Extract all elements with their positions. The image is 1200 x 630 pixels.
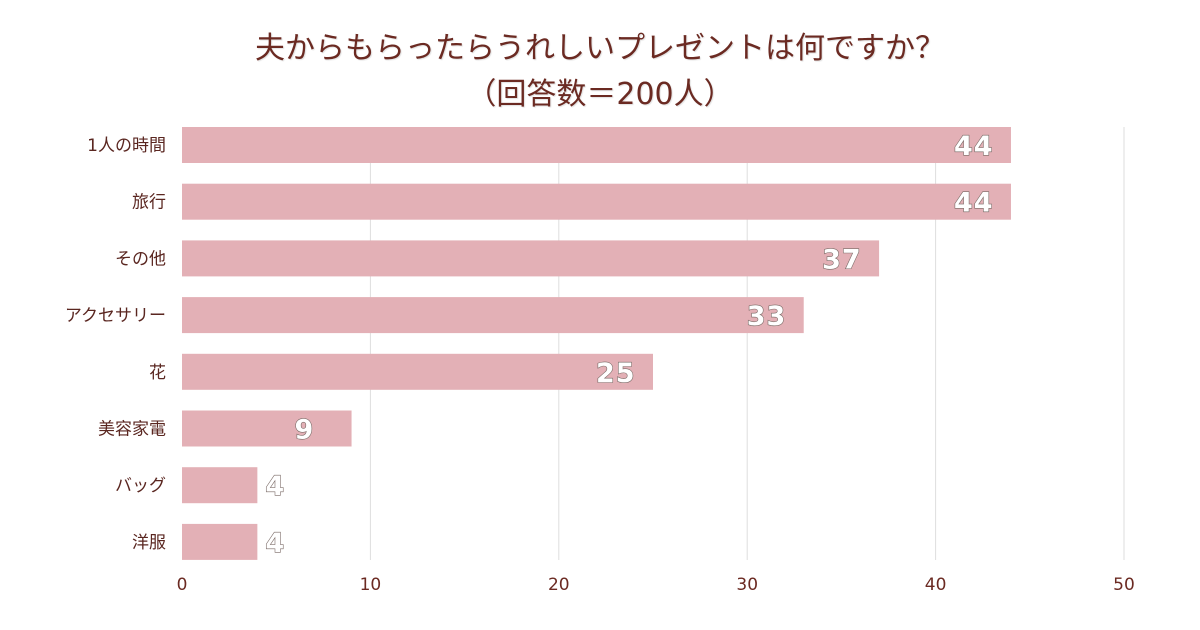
value-label: 44: [954, 131, 994, 162]
chart-title: 夫からもらったらうれしいプレゼントは何ですか？: [255, 31, 945, 66]
category-label: 洋服: [132, 533, 166, 553]
bar: [182, 297, 804, 334]
value-label: 33: [747, 301, 787, 332]
value-label: 37: [822, 244, 862, 275]
value-label: 9: [295, 415, 315, 446]
category-label: 花: [149, 363, 166, 383]
x-tick-label: 40: [925, 575, 947, 595]
bar: [182, 353, 653, 390]
value-label: 25: [596, 358, 636, 389]
category-label: その他: [115, 249, 166, 269]
x-tick-label: 20: [548, 575, 570, 595]
x-tick-label: 50: [1113, 575, 1135, 595]
bar: [182, 183, 1011, 220]
category-label: バッグ: [115, 476, 166, 496]
bar: [182, 410, 352, 447]
value-label: 4: [265, 471, 285, 502]
bar: [182, 467, 258, 504]
bar: [182, 127, 1011, 163]
category-label: アクセサリー: [65, 306, 166, 326]
category-label: 旅行: [132, 193, 166, 213]
value-label: 44: [954, 188, 994, 219]
category-label: 美容家電: [98, 420, 166, 440]
chart-subtitle: （回答数＝200人）: [466, 77, 734, 112]
category-label: 1人の時間: [87, 136, 166, 156]
x-tick-label: 0: [177, 575, 188, 595]
value-label: 4: [265, 528, 285, 559]
bar: [182, 240, 880, 277]
bar: [182, 523, 258, 560]
x-tick-label: 30: [736, 575, 758, 595]
x-tick-label: 10: [360, 575, 382, 595]
